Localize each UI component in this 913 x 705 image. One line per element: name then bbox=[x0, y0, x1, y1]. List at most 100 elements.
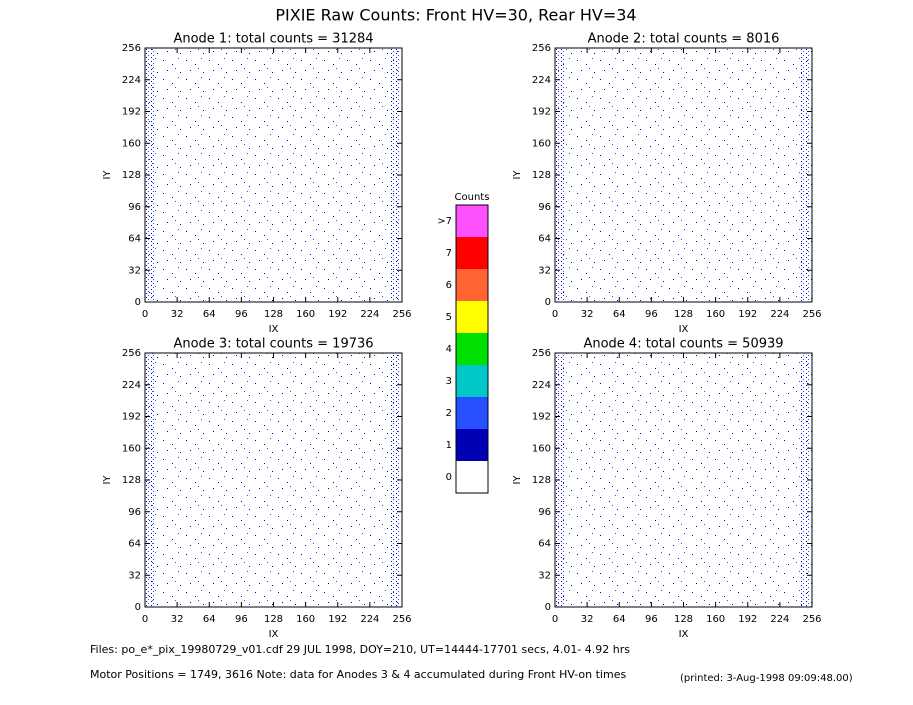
edge-density bbox=[391, 354, 401, 606]
edge-density bbox=[556, 354, 566, 606]
x-tick-label: 96 bbox=[645, 309, 658, 320]
x-tick-label: 128 bbox=[674, 309, 693, 320]
colorbar-label: 0 bbox=[446, 472, 452, 483]
y-tick-label: 32 bbox=[128, 570, 141, 581]
y-tick-label: 32 bbox=[538, 570, 551, 581]
edge-density bbox=[801, 354, 811, 606]
y-tick-label: 32 bbox=[128, 265, 141, 276]
colorbar-label: 2 bbox=[446, 408, 452, 419]
y-tick-label: 224 bbox=[122, 75, 141, 86]
y-tick-label: 256 bbox=[122, 348, 141, 359]
y-tick-label: 256 bbox=[532, 43, 551, 54]
y-tick-label: 64 bbox=[538, 234, 551, 245]
plot-area bbox=[145, 353, 402, 607]
y-axis-label: IY bbox=[102, 170, 113, 180]
x-tick-label: 160 bbox=[296, 309, 315, 320]
edge-density bbox=[391, 49, 401, 301]
x-tick-label: 224 bbox=[770, 309, 789, 320]
colorbar-title: Counts bbox=[455, 192, 490, 203]
y-axis-label: IY bbox=[512, 170, 523, 180]
colorbar-swatch bbox=[456, 269, 488, 301]
colorbar-swatch bbox=[456, 461, 488, 493]
edge-density bbox=[146, 354, 156, 606]
colorbar-swatch bbox=[456, 237, 488, 269]
y-tick-label: 160 bbox=[122, 443, 141, 454]
x-tick-label: 32 bbox=[581, 309, 594, 320]
x-tick-label: 32 bbox=[581, 614, 594, 625]
edge-density bbox=[556, 49, 566, 301]
colorbar-label: 7 bbox=[446, 248, 452, 259]
y-tick-label: 192 bbox=[532, 412, 551, 423]
x-tick-label: 224 bbox=[360, 309, 379, 320]
y-tick-label: 64 bbox=[538, 539, 551, 550]
x-tick-label: 128 bbox=[264, 309, 283, 320]
x-tick-label: 0 bbox=[552, 614, 558, 625]
y-tick-label: 0 bbox=[545, 602, 551, 613]
y-tick-label: 192 bbox=[122, 412, 141, 423]
x-tick-label: 256 bbox=[802, 309, 821, 320]
edge-density bbox=[801, 49, 811, 301]
x-tick-label: 256 bbox=[802, 614, 821, 625]
plot-area bbox=[145, 48, 402, 302]
colorbar-swatch bbox=[456, 429, 488, 461]
colorbar-frame bbox=[455, 204, 489, 494]
edge-density bbox=[146, 49, 156, 301]
y-tick-label: 32 bbox=[538, 265, 551, 276]
x-tick-label: 32 bbox=[171, 309, 184, 320]
x-tick-label: 64 bbox=[613, 614, 626, 625]
y-tick-label: 160 bbox=[122, 138, 141, 149]
y-tick-label: 96 bbox=[128, 202, 141, 213]
y-tick-label: 256 bbox=[122, 43, 141, 54]
y-axis-label: IY bbox=[102, 475, 113, 485]
x-tick-label: 160 bbox=[706, 614, 725, 625]
y-tick-label: 128 bbox=[532, 170, 551, 181]
y-tick-label: 64 bbox=[128, 539, 141, 550]
colorbar-label: 3 bbox=[446, 376, 452, 387]
y-tick-label: 0 bbox=[135, 602, 141, 613]
y-tick-label: 160 bbox=[532, 138, 551, 149]
chart-title: PIXIE Raw Counts: Front HV=30, Rear HV=3… bbox=[275, 6, 636, 25]
x-axis-label: IX bbox=[269, 324, 279, 335]
x-tick-label: 192 bbox=[738, 614, 757, 625]
x-tick-label: 64 bbox=[613, 309, 626, 320]
x-tick-label: 256 bbox=[392, 614, 411, 625]
y-tick-label: 128 bbox=[122, 475, 141, 486]
x-tick-label: 224 bbox=[360, 614, 379, 625]
x-axis-label: IX bbox=[679, 629, 689, 640]
x-tick-label: 192 bbox=[328, 614, 347, 625]
y-tick-label: 128 bbox=[532, 475, 551, 486]
plot-area bbox=[555, 48, 812, 302]
y-tick-label: 96 bbox=[538, 507, 551, 518]
footer-motor: Motor Positions = 1749, 3616 Note: data … bbox=[90, 668, 626, 681]
panel-title: Anode 1: total counts = 31284 bbox=[173, 32, 373, 47]
x-tick-label: 192 bbox=[738, 309, 757, 320]
y-axis-label: IY bbox=[512, 475, 523, 485]
colorbar-label: 6 bbox=[446, 280, 452, 291]
panel-title: Anode 4: total counts = 50939 bbox=[583, 337, 783, 352]
x-tick-label: 160 bbox=[296, 614, 315, 625]
y-tick-label: 128 bbox=[122, 170, 141, 181]
y-tick-label: 192 bbox=[122, 107, 141, 118]
y-tick-label: 224 bbox=[122, 380, 141, 391]
colorbar-label: >7 bbox=[437, 216, 452, 227]
x-tick-label: 64 bbox=[203, 309, 216, 320]
y-tick-label: 224 bbox=[532, 75, 551, 86]
colorbar-label: 1 bbox=[446, 440, 452, 451]
y-tick-label: 256 bbox=[532, 348, 551, 359]
panel-title: Anode 2: total counts = 8016 bbox=[588, 32, 780, 47]
y-tick-label: 192 bbox=[532, 107, 551, 118]
footer-printed: (printed: 3-Aug-1998 09:09:48.00) bbox=[680, 673, 853, 684]
x-tick-label: 160 bbox=[706, 309, 725, 320]
x-axis-label: IX bbox=[679, 324, 689, 335]
y-tick-label: 64 bbox=[128, 234, 141, 245]
colorbar-swatch bbox=[456, 397, 488, 429]
x-tick-label: 192 bbox=[328, 309, 347, 320]
x-tick-label: 0 bbox=[142, 614, 148, 625]
colorbar-swatch bbox=[456, 333, 488, 365]
x-tick-label: 128 bbox=[674, 614, 693, 625]
y-tick-label: 160 bbox=[532, 443, 551, 454]
x-tick-label: 64 bbox=[203, 614, 216, 625]
colorbar-label: 5 bbox=[446, 312, 452, 323]
x-tick-label: 0 bbox=[142, 309, 148, 320]
